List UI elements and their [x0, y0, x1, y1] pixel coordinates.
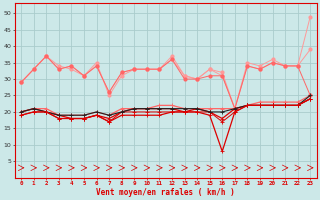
X-axis label: Vent moyen/en rafales ( km/h ): Vent moyen/en rafales ( km/h ) [96, 188, 235, 197]
